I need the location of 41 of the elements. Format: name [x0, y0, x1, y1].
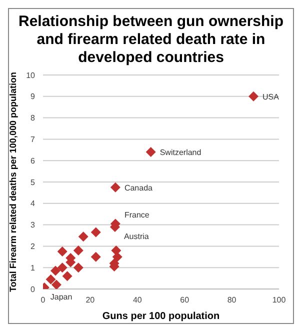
- y-tick-label: 6: [30, 156, 36, 166]
- point: [50, 266, 61, 276]
- point: [248, 91, 259, 102]
- x-tick-label: 60: [180, 296, 190, 305]
- y-tick-label: 2: [30, 242, 36, 252]
- y-tick-label: 1: [30, 263, 36, 272]
- y-tick-label: 10: [26, 70, 36, 80]
- point: [90, 252, 101, 262]
- annotation: Japan: [50, 292, 72, 302]
- point: [57, 262, 68, 273]
- point: [62, 271, 72, 282]
- point: [146, 147, 156, 158]
- point: [73, 245, 84, 256]
- x-tick-label: 40: [132, 296, 142, 305]
- point: [51, 280, 62, 289]
- point: [90, 227, 101, 238]
- y-tick-label: 9: [30, 92, 36, 102]
- annotation: France: [124, 210, 150, 220]
- y-tick-label: 4: [30, 199, 36, 208]
- x-tick-label: 0: [40, 296, 46, 305]
- y-axis-title: Total Firearm related deaths per 100,000 population: [8, 72, 18, 292]
- chart-title: Relationship between gun ownership and firearm related death rate in developed countries: [17, 12, 285, 67]
- y-tick-label: 5: [30, 178, 36, 187]
- y-tick-label: 7: [30, 135, 36, 144]
- point: [110, 182, 120, 192]
- point: [57, 246, 68, 257]
- annotation: Austria: [124, 232, 150, 241]
- x-tick-label: 80: [227, 296, 237, 305]
- x-axis-title: Guns per 100 population: [102, 311, 220, 322]
- annotation: USA: [262, 92, 280, 102]
- point: [112, 252, 122, 262]
- y-tick-label: 8: [30, 114, 36, 123]
- x-tick-label: 100: [272, 296, 286, 305]
- annotation: Canada: [124, 183, 154, 192]
- point: [46, 274, 56, 284]
- point: [73, 262, 84, 273]
- y-tick-label: 3: [30, 220, 36, 230]
- x-tick-label: 20: [86, 296, 96, 305]
- point: [78, 232, 88, 242]
- y-tick-label: 0: [30, 284, 36, 294]
- annotation: Switzerland: [160, 148, 202, 158]
